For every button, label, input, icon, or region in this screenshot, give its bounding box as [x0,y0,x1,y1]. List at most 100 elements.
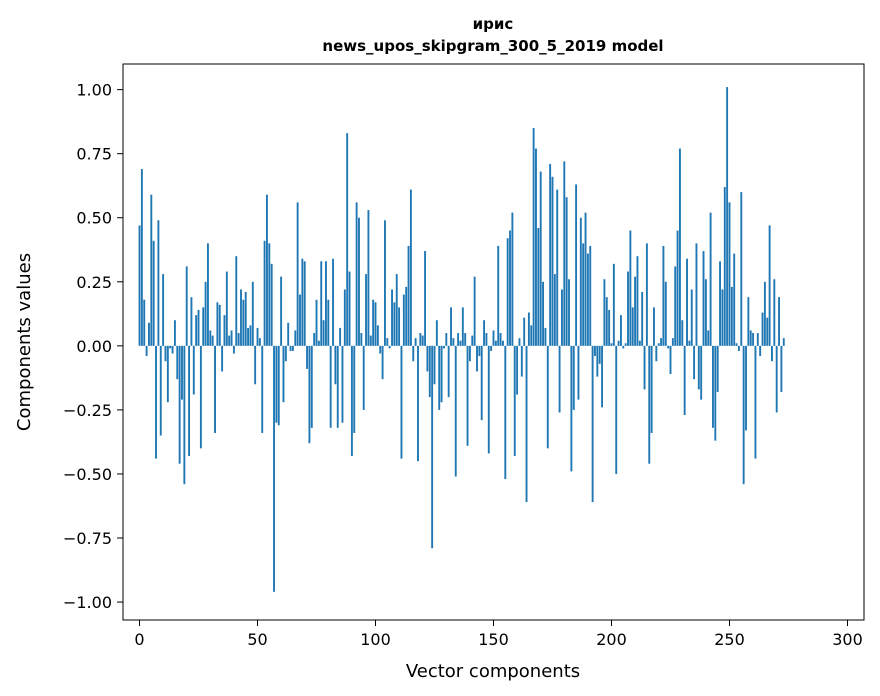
bar [341,345,344,423]
bar [535,148,537,346]
bar [199,345,202,449]
bar [393,302,396,346]
x-tick-label: 0 [134,630,144,649]
bar [518,338,521,346]
bar [511,212,514,346]
bar [388,345,391,349]
bar [681,320,684,346]
x-tick-label: 100 [360,630,391,649]
bar [513,345,516,457]
bar [409,189,412,346]
bar [296,202,299,346]
bar [391,289,393,346]
bar [355,202,358,346]
bar [749,330,752,346]
bar [225,271,228,346]
bar [440,345,443,403]
bar [648,345,651,464]
bar [162,274,165,346]
bar [737,345,740,351]
bar [523,317,526,346]
bar [756,333,759,346]
bar [572,345,575,410]
bar [605,297,608,346]
bar [150,194,153,346]
bar [138,225,141,346]
bar [240,289,242,346]
bar [565,197,568,346]
bar [197,309,200,346]
bar [539,171,542,346]
bar [525,345,528,503]
bar [329,345,332,428]
y-tick-label: 0.50 [76,209,112,228]
bar [348,271,351,346]
bar [464,333,467,346]
bar [164,345,167,362]
bar [185,266,188,346]
bar [232,345,235,354]
bar [171,345,174,354]
bar [360,333,363,346]
bar [763,281,766,346]
bar [398,307,401,346]
bar [516,345,519,395]
bar [643,345,646,390]
bar [780,345,783,392]
bar [459,340,462,346]
y-tick-label: −0.75 [63,529,112,548]
bar [450,307,452,346]
bar [676,230,679,346]
bar [362,345,365,410]
bar [358,217,360,346]
bar [653,307,655,346]
bar [497,245,500,346]
bar [367,210,370,346]
bar [207,243,209,346]
bar [457,333,460,346]
bar [733,253,736,346]
bar [671,338,674,346]
bar [431,345,434,549]
bar [577,345,580,400]
bar [693,345,696,380]
bar [369,335,372,346]
x-tick-label: 250 [714,630,745,649]
bar [700,345,703,400]
bar [301,258,304,346]
bar [445,333,448,346]
bar [188,345,191,457]
bar [310,345,313,428]
bar [586,253,589,346]
chart-title: ирис [473,15,514,33]
bar [443,345,445,349]
bar [490,345,493,351]
bar [242,299,245,346]
bar [414,338,417,346]
bar [594,345,596,357]
bar [558,345,561,413]
bar [560,289,563,346]
bar [384,220,386,346]
bar [317,340,320,346]
bar [662,245,665,346]
bar [452,338,455,346]
bar [563,161,566,346]
bar [622,345,625,349]
bar [629,230,632,346]
bar [273,345,275,592]
bar [686,258,688,346]
bar [645,243,648,346]
bar [740,192,743,346]
bar [145,345,148,357]
bar [228,335,231,346]
bar [674,266,677,346]
bar [615,345,618,474]
bar [268,243,271,346]
bar [447,345,450,398]
bar [641,292,644,346]
bar [752,333,755,346]
y-axis: −1.00 −0.75 −0.50 −0.25 0.00 0.25 0.50 0.75 1.00 [63,81,123,612]
bar [419,333,422,346]
bar [303,261,306,346]
